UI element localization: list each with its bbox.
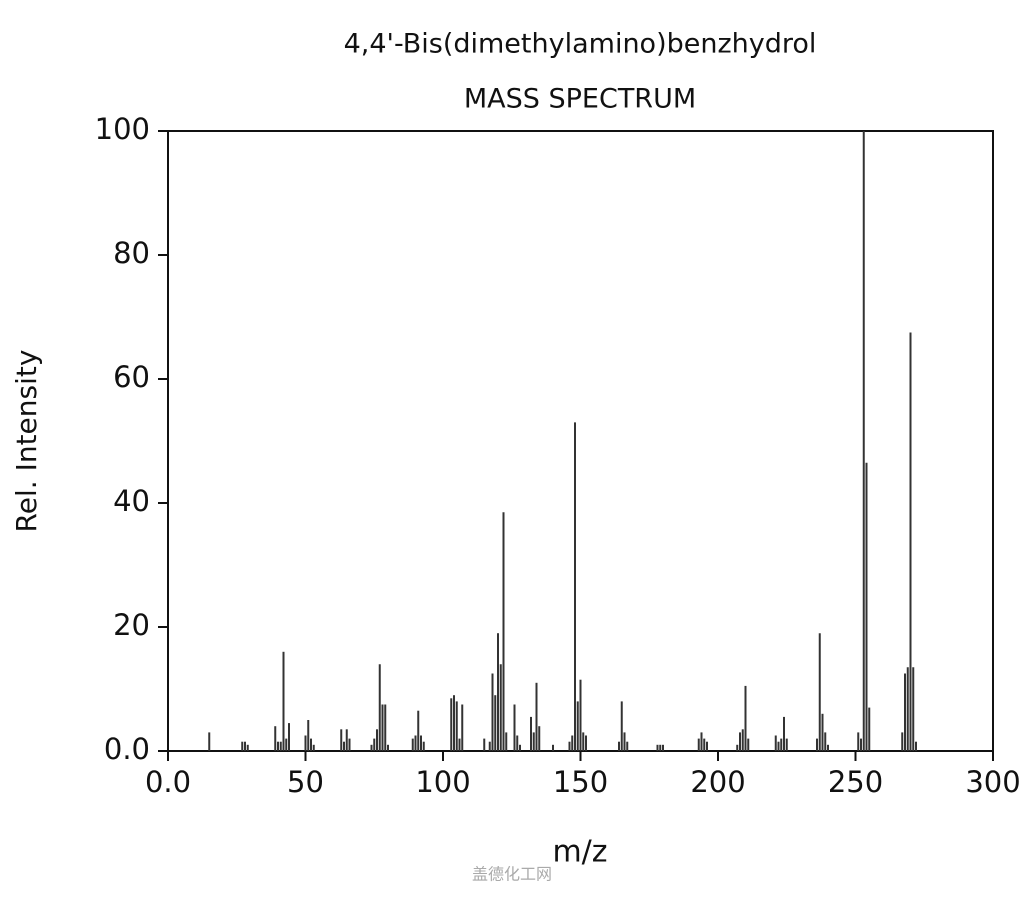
- chart-title: 4,4'-Bis(dimethylamino)benzhydrol: [344, 29, 817, 60]
- x-tick-label: 100: [415, 765, 470, 799]
- x-tick-label: 150: [553, 765, 608, 799]
- watermark: 盖德化工网: [472, 865, 552, 884]
- x-axis-label: m/z: [552, 835, 607, 870]
- x-tick-label: 50: [287, 765, 324, 799]
- x-tick-label: 300: [965, 765, 1020, 799]
- y-tick-label: 100: [95, 112, 150, 146]
- x-tick-label: 200: [690, 765, 745, 799]
- plot-frame: [167, 130, 994, 752]
- y-tick-label: 20: [113, 608, 150, 642]
- y-axis-label: Rel. Intensity: [10, 350, 43, 533]
- chart-subtitle: MASS SPECTRUM: [464, 84, 696, 115]
- x-tick-label: 250: [828, 765, 883, 799]
- y-tick-label: 40: [113, 484, 150, 518]
- y-tick-label: 60: [113, 360, 150, 394]
- x-tick-label: 0.0: [145, 765, 191, 799]
- y-tick-label: 80: [113, 236, 150, 270]
- y-tick-label: 0.0: [104, 732, 150, 766]
